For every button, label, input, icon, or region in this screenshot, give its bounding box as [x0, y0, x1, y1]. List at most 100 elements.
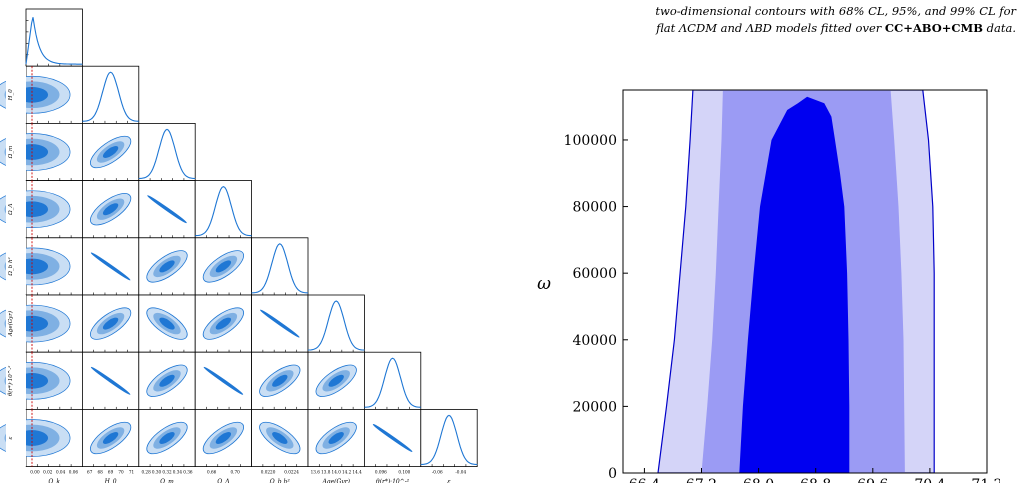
x-tick-label: 0.28: [141, 470, 151, 475]
contour-68-region: [739, 96, 850, 473]
x-tick-label: 13.8: [321, 470, 331, 475]
contour-region: [159, 260, 175, 273]
x-tick-label: 0.096: [375, 470, 387, 475]
corner-panel: [251, 351, 309, 410]
plot-frame: [622, 89, 988, 474]
contour-region: [272, 374, 288, 387]
y-tick-label: 20000: [572, 399, 617, 415]
posterior-curve: [307, 300, 365, 351]
x-tick-label: 0.70: [230, 470, 240, 475]
panel-frame: [138, 123, 196, 182]
x-tick-label: 0.06: [69, 470, 79, 475]
y-tick-label: 40000: [572, 333, 617, 349]
caption-text: flat: [656, 21, 679, 35]
y-tick-label: 0: [608, 466, 617, 482]
x-tick-label: 68.0: [743, 477, 774, 483]
mask: [6, 237, 26, 295]
contour-region: [272, 432, 288, 444]
x-axis-label: Ω_Λ: [216, 479, 230, 483]
y-tick-label: 100000: [564, 133, 617, 149]
triangle-corner-plot: 0.00 0.02 0.04 0.06 Ω_k 67 68 69 70 71 H_0 0.28 0.30…: [0, 8, 478, 483]
contour-region: [147, 195, 187, 224]
contour-region: [215, 432, 232, 444]
corner-panel: [363, 351, 422, 410]
posterior-curve: [82, 71, 139, 122]
x-tick-label: 0.32: [162, 470, 172, 475]
x-tick-label: 71: [129, 470, 135, 475]
caption-line-1: two-dimensional contours with 68% CL, 95…: [655, 4, 1016, 18]
corner-panel: [138, 237, 196, 296]
x-tick-label: 68.8: [800, 477, 831, 483]
contour-region: [102, 432, 119, 444]
contour-region: [102, 146, 119, 158]
caption-line-2: flat ΛCDM and ΛBD models fitted over CC+…: [472, 20, 1016, 37]
x-axis-label: Ω_k: [47, 479, 60, 483]
caption-dataset: CC+ABO+CMB: [884, 21, 983, 35]
mask: [6, 180, 26, 238]
corner-panel: [420, 408, 478, 467]
x-tick-label: 13.6: [311, 470, 321, 475]
corner-panel: [82, 237, 140, 296]
mask: [6, 409, 26, 467]
corner-panel: [138, 408, 196, 467]
omega-contour-plot: 0 20000 40000 60000 80000 100000 66.4 67.2 68.0 6…: [537, 89, 1000, 483]
contour-region: [90, 252, 131, 281]
caption-model-lbd: ΛBD: [745, 21, 772, 35]
contour-region: [328, 374, 344, 387]
x-tick-label: 66.4: [629, 477, 660, 483]
corner-panel: [138, 351, 196, 410]
x-axis-label: Ω_b h²: [269, 479, 291, 483]
x-axis-label: H_0: [104, 479, 117, 483]
x-tick-label: 0.34: [173, 470, 183, 475]
x-tick-label: 0.0220: [261, 470, 276, 475]
corner-panel: [82, 408, 140, 467]
corner-panel: [251, 237, 309, 296]
x-tick-label: 14.0: [332, 470, 342, 475]
caption-text: models fitted over: [771, 21, 885, 35]
mask: [6, 123, 26, 181]
x-tick-label: -0.06: [432, 470, 443, 475]
contour-region: [259, 309, 300, 338]
x-axis-label: Ω_m: [159, 479, 174, 483]
x-tick-label: 68: [97, 470, 103, 475]
corner-panel: [138, 123, 196, 182]
contour-region: [372, 423, 413, 453]
x-tick-label: 0.02: [43, 470, 53, 475]
corner-panel: [82, 294, 140, 353]
caption-text: and: [716, 21, 746, 35]
x-axis-label: θ(r*)·10^-²: [376, 479, 410, 483]
x-tick-label: 70.4: [914, 477, 945, 483]
panel-frame: [82, 65, 140, 124]
contour-region: [159, 317, 175, 330]
caption-text: data.: [982, 21, 1016, 35]
contour-region: [102, 317, 119, 330]
corner-panel: [25, 8, 83, 67]
x-tick-label: 69.6: [857, 477, 888, 483]
x-tick-label: 70: [118, 470, 124, 475]
x-tick-label: 0.00: [30, 470, 40, 475]
x-tick-label: 14.4: [352, 470, 362, 475]
corner-panel: [194, 351, 252, 410]
corner-panel: [194, 408, 252, 467]
corner-panel: [307, 294, 365, 353]
posterior-curve: [420, 414, 478, 466]
corner-panel: [307, 351, 365, 410]
corner-panel: [251, 294, 309, 353]
y-tick-label: 60000: [572, 266, 617, 282]
corner-panel: [251, 408, 309, 467]
posterior-curve: [364, 357, 421, 408]
corner-panel: [82, 180, 140, 239]
y-axis-label: Age(Gyr): [7, 311, 14, 337]
corner-panel: [194, 294, 252, 353]
y-axis-label: Ω_m: [8, 146, 14, 160]
corner-panel: [82, 123, 140, 182]
corner-panel: [138, 294, 196, 353]
contour-region: [203, 366, 244, 395]
corner-panel: [307, 408, 365, 467]
corner-panel: [82, 65, 140, 124]
x-tick-label: 0.30: [152, 470, 162, 475]
x-tick-label: 0.100: [398, 470, 410, 475]
mask: [6, 352, 26, 410]
y-axis-label: Ω_b h²: [7, 257, 14, 276]
corner-panel: [82, 351, 140, 410]
